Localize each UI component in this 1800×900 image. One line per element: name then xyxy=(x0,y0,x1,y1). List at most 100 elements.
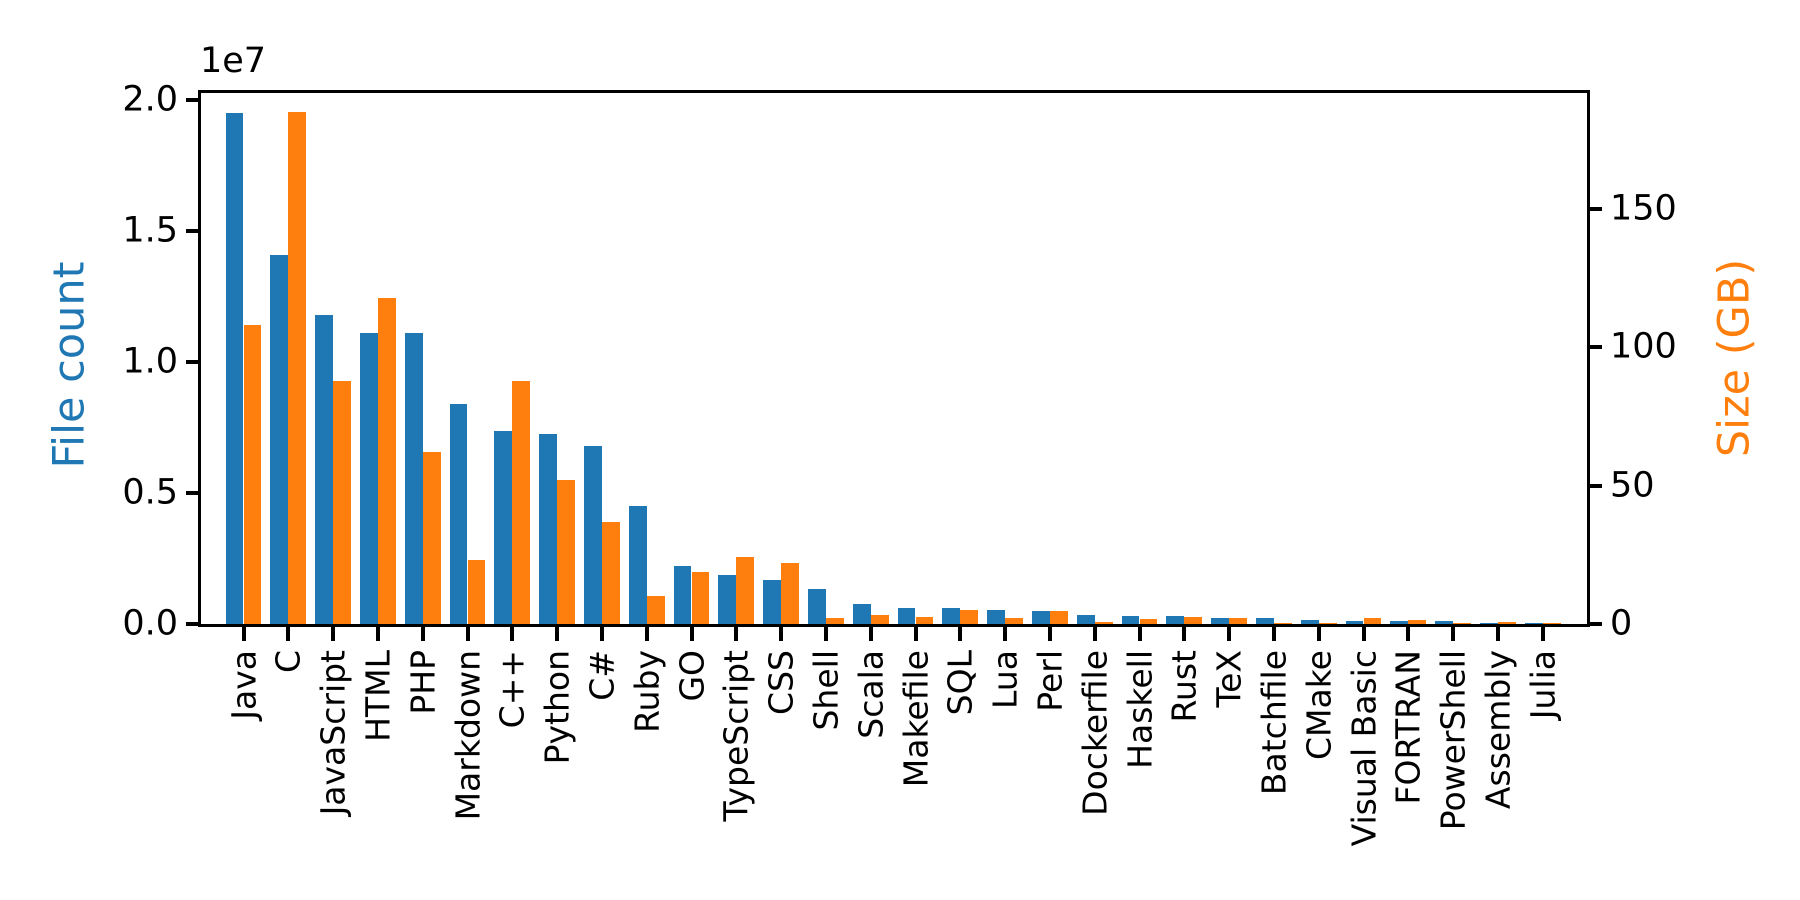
x-tick-label-javascript: JavaScript xyxy=(313,650,353,816)
bar-size-go xyxy=(691,571,710,624)
plot-area xyxy=(198,90,1590,627)
bar-filecount-lua xyxy=(987,609,1006,624)
x-tick-go xyxy=(689,627,694,641)
x-tick-visual-basic xyxy=(1361,627,1366,641)
bar-filecount-tex xyxy=(1211,617,1230,624)
x-tick-label-sql: SQL xyxy=(940,650,980,716)
bar-filecount-ruby xyxy=(628,506,647,624)
x-tick-javascript xyxy=(331,627,336,641)
bar-filecount-python xyxy=(539,434,558,624)
x-tick-sql xyxy=(958,627,963,641)
x-tick-css xyxy=(779,627,784,641)
bar-filecount-php xyxy=(404,333,423,624)
bar-size-sql xyxy=(960,609,979,624)
bar-size-powershell xyxy=(1453,623,1471,624)
x-tick-label-c: C# xyxy=(582,650,622,701)
right-y-tick-0 xyxy=(1590,622,1602,626)
x-tick-dockerfile xyxy=(1092,627,1097,641)
bar-filecount-typescript xyxy=(718,574,737,624)
left-y-tick-0.5 xyxy=(186,491,198,496)
left-y-tick-1.5 xyxy=(186,229,198,234)
left-y-tick-0.0 xyxy=(186,622,198,626)
left-y-axis-title: File count xyxy=(44,261,95,469)
x-tick-python xyxy=(555,627,560,641)
bar-filecount-javascript xyxy=(315,314,334,624)
bar-size-shell xyxy=(825,617,844,624)
x-tick-lua xyxy=(1003,627,1008,641)
bar-filecount-css xyxy=(763,580,782,624)
bar-size-cmake xyxy=(1318,623,1337,624)
x-tick-julia xyxy=(1540,627,1545,641)
bar-size-batchfile xyxy=(1273,623,1292,624)
right-y-tick-100 xyxy=(1590,345,1602,350)
bar-size-typescript xyxy=(736,557,755,624)
bar-filecount-html xyxy=(360,333,378,624)
bar-size-html xyxy=(377,297,396,624)
x-tick-label-makefile: Makefile xyxy=(896,650,935,788)
bar-size-css xyxy=(781,563,799,624)
x-tick-rust xyxy=(1182,627,1187,641)
bar-size-visual-basic xyxy=(1363,618,1382,624)
bar-size-fortran xyxy=(1408,619,1427,624)
bar-size-haskell xyxy=(1139,618,1158,624)
bar-size-javascript xyxy=(333,380,351,624)
bar-size-php xyxy=(422,452,441,624)
bar-size-makefile xyxy=(915,617,934,624)
x-tick-label-python: Python xyxy=(537,650,577,765)
x-tick-label-c: C++ xyxy=(492,650,532,729)
bar-size-scala xyxy=(870,614,889,624)
x-tick-label-html: HTML xyxy=(358,650,398,742)
x-tick-fortran xyxy=(1406,627,1411,641)
x-tick-label-dockerfile: Dockerfile xyxy=(1075,650,1115,816)
x-tick-assembly xyxy=(1495,627,1500,641)
bar-size-tex xyxy=(1229,617,1247,624)
bar-filecount-sql xyxy=(942,608,961,624)
x-tick-label-go: GO xyxy=(672,650,711,702)
bar-filecount-makefile xyxy=(897,607,916,624)
bar-size-rust xyxy=(1184,617,1203,624)
bar-filecount-visual-basic xyxy=(1345,620,1364,624)
x-tick-markdown xyxy=(465,627,470,641)
x-tick-c xyxy=(510,627,515,641)
x-tick-java xyxy=(241,627,246,641)
bar-size-assembly xyxy=(1497,622,1516,624)
x-tick-label-c: C xyxy=(268,650,308,674)
x-tick-cmake xyxy=(1316,627,1321,641)
bar-filecount-haskell xyxy=(1121,615,1140,624)
x-tick-c xyxy=(286,627,291,641)
x-tick-label-assembly: Assembly xyxy=(1478,650,1518,810)
x-tick-ruby xyxy=(644,627,649,641)
x-tick-label-fortran: FORTRAN xyxy=(1388,650,1428,805)
right-y-tick-label-100: 100 xyxy=(1610,326,1677,367)
left-y-tick-2.0 xyxy=(186,98,198,103)
bar-filecount-rust xyxy=(1166,616,1185,624)
y-axis-offset-text: 1e7 xyxy=(200,41,267,81)
bar-filecount-go xyxy=(673,565,692,624)
bar-filecount-shell xyxy=(808,588,826,624)
x-tick-haskell xyxy=(1137,627,1142,641)
x-tick-label-haskell: Haskell xyxy=(1120,650,1159,769)
x-tick-label-rust: Rust xyxy=(1164,650,1204,723)
bar-filecount-powershell xyxy=(1435,621,1454,624)
x-tick-typescript xyxy=(734,627,739,641)
x-tick-php xyxy=(420,627,425,641)
x-tick-label-perl: Perl xyxy=(1030,650,1070,712)
x-tick-label-ruby: Ruby xyxy=(627,650,667,733)
right-y-tick-label-0: 0 xyxy=(1610,603,1633,644)
x-tick-tex xyxy=(1227,627,1232,641)
bar-filecount-cmake xyxy=(1300,620,1319,624)
bar-size-dockerfile xyxy=(1094,622,1113,624)
bar-size-lua xyxy=(1005,617,1023,624)
x-tick-perl xyxy=(1047,627,1052,641)
left-y-tick-label-1.5: 1.5 xyxy=(122,210,178,251)
x-tick-c xyxy=(599,627,604,641)
bar-filecount-scala xyxy=(852,603,871,624)
bar-filecount-batchfile xyxy=(1256,617,1274,624)
bar-size-c xyxy=(601,521,620,624)
right-y-axis-title: Size (GB) xyxy=(1709,258,1760,458)
x-tick-label-cmake: CMake xyxy=(1299,650,1339,760)
bar-filecount-assembly xyxy=(1480,622,1498,624)
left-y-tick-label-2.0: 2.0 xyxy=(122,79,178,120)
bar-size-ruby xyxy=(646,595,665,624)
